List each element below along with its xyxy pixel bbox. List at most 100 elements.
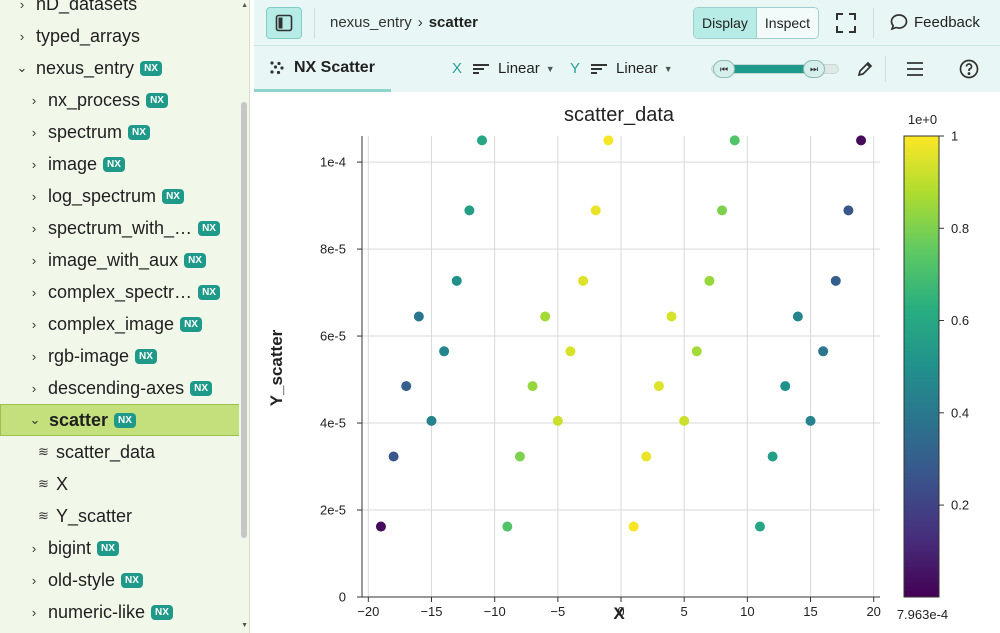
tree-item[interactable]: ⌄ nexus_entry NX <box>0 52 240 84</box>
tree-item[interactable]: › descending-axes NX <box>0 372 240 404</box>
tree-item[interactable]: › image_with_aux NX <box>0 244 240 276</box>
tree-item-label: numeric-like <box>48 601 146 622</box>
tab-nx-scatter[interactable]: NX Scatter <box>254 46 391 92</box>
chevron-right-icon[interactable]: › <box>31 156 37 172</box>
scroll-up-icon[interactable]: ▲ <box>241 2 248 9</box>
menu-button[interactable] <box>905 59 925 79</box>
plot-area: scatter_data −20 −15 −10 −5 0 5 10 15 20 0 2e-5 4e-… <box>254 92 1000 633</box>
breadcrumb-current: scatter <box>428 14 478 31</box>
chevron-right-icon[interactable]: › <box>31 572 37 588</box>
nx-badge: NX <box>162 188 184 204</box>
sidebar-scrollbar[interactable]: ▲ ▼ <box>239 0 249 633</box>
chevron-right-icon[interactable]: › <box>31 604 37 620</box>
scatter-point <box>578 275 589 286</box>
tree-item-label: rgb-image <box>48 345 130 366</box>
chevron-down-icon[interactable]: ⌄ <box>16 60 28 75</box>
nx-badge: NX <box>140 60 162 76</box>
display-button[interactable]: Display <box>694 8 756 38</box>
chevron-down-icon[interactable]: ⌄ <box>29 412 41 427</box>
x-axis-title: X <box>613 604 625 623</box>
scatter-point <box>691 346 702 357</box>
scatter-point <box>565 346 576 357</box>
tree-item-label: complex_image <box>48 313 175 334</box>
chevron-right-icon[interactable]: › <box>31 316 37 332</box>
breadcrumb-separator: › <box>417 14 423 31</box>
tree-item-label: typed_arrays <box>36 25 141 46</box>
chevron-right-icon[interactable]: › <box>31 540 37 556</box>
inspect-button[interactable]: Inspect <box>755 8 819 38</box>
x-tick-label: 20 <box>866 604 880 619</box>
chevron-right-icon[interactable]: › <box>19 0 25 12</box>
scatter-point <box>792 311 803 322</box>
tree-item[interactable]: › spectrum_with_… NX <box>0 212 240 244</box>
y-tick-label: 6e-5 <box>320 329 346 344</box>
nx-badge: NX <box>198 284 220 300</box>
chevron-right-icon[interactable]: › <box>19 28 25 44</box>
tree-item[interactable]: › nx_process NX <box>0 84 240 116</box>
sidebar-toggle-button[interactable] <box>266 7 302 39</box>
colorbar: 1e+0 0.2 0.4 0.6 0.8 1 7.963e-4 <box>897 112 969 622</box>
tree-item[interactable]: › old-style NX <box>0 564 240 596</box>
color-range-slider[interactable]: ⏮ ⏭ <box>711 60 839 78</box>
scatter-point <box>388 451 399 462</box>
nx-badge: NX <box>184 252 206 268</box>
tree-item[interactable]: › rgb-image NX <box>0 340 240 372</box>
x-tick-label: −5 <box>550 604 565 619</box>
tab-label: NX Scatter <box>294 58 375 76</box>
nx-badge: NX <box>103 156 125 172</box>
tree-item[interactable]: › complex_image NX <box>0 308 240 340</box>
sort-icon <box>591 63 608 74</box>
y-axis-title: Y_scatter <box>267 329 286 406</box>
axes: −20 −15 −10 −5 0 5 10 15 20 0 2e-5 4e-5 6e-5 8e-5 1e-4 <box>320 136 881 619</box>
chevron-right-icon[interactable]: › <box>31 348 37 364</box>
chevron-right-icon[interactable]: › <box>31 284 37 300</box>
tree-item[interactable]: › image NX <box>0 148 240 180</box>
scatter-point <box>439 346 450 357</box>
chevron-right-icon[interactable]: › <box>31 220 37 236</box>
x-tick-label: −10 <box>484 604 506 619</box>
tree-item[interactable]: ≋ scatter_data <box>0 436 240 468</box>
chevron-right-icon[interactable]: › <box>31 188 37 204</box>
slider-min-handle[interactable]: ⏮ <box>713 60 735 78</box>
tree-item[interactable]: › typed_arrays <box>0 20 240 52</box>
x-tick-label: 10 <box>740 604 754 619</box>
feedback-button[interactable]: Feedback <box>890 13 980 31</box>
y-scale-selector[interactable]: Y Linear ▼ <box>570 60 673 77</box>
tree-item[interactable]: ⌄ scatter NX <box>0 404 240 436</box>
tree-item[interactable]: ≋ Y_scatter <box>0 500 240 532</box>
chevron-right-icon[interactable]: › <box>31 252 37 268</box>
tree-item[interactable]: ≋ X <box>0 468 240 500</box>
slider-max-handle[interactable]: ⏭ <box>803 60 825 78</box>
tree-item[interactable]: › complex_spectr… NX <box>0 276 240 308</box>
tree-item[interactable]: › spectrum NX <box>0 116 240 148</box>
data-points <box>375 135 867 532</box>
x-scale-selector[interactable]: X Linear ▼ <box>452 60 555 77</box>
tree-item-label: scatter_data <box>56 441 156 462</box>
chevron-right-icon[interactable]: › <box>31 124 37 140</box>
y-axis-label: Y <box>570 60 581 77</box>
tree-item[interactable]: › numeric-like NX <box>0 596 240 628</box>
tree-item[interactable]: › bigint NX <box>0 532 240 564</box>
colorbar-tick-label: 0.6 <box>951 313 969 328</box>
chevron-right-icon[interactable]: › <box>31 92 37 108</box>
feedback-label: Feedback <box>914 13 980 31</box>
chat-bubble-icon <box>890 14 908 31</box>
tree-item[interactable]: › log_spectrum NX <box>0 180 240 212</box>
tree-item-label: image_with_aux <box>48 249 179 270</box>
scatter-chart[interactable]: scatter_data −20 −15 −10 −5 0 5 10 15 20 0 2e-5 4e-… <box>254 92 1000 633</box>
help-button[interactable] <box>959 59 979 79</box>
scatter-point <box>843 205 854 216</box>
breadcrumb-parent[interactable]: nexus_entry <box>330 14 412 31</box>
chevron-right-icon[interactable]: › <box>31 380 37 396</box>
scatter-point <box>754 521 765 532</box>
fullscreen-button[interactable] <box>835 12 857 34</box>
chevron-down-icon: ▼ <box>663 63 673 74</box>
nx-badge: NX <box>128 124 150 140</box>
scrollbar-thumb[interactable] <box>241 102 247 538</box>
scroll-down-icon[interactable]: ▼ <box>241 622 248 629</box>
scatter-point <box>628 521 639 532</box>
edit-button[interactable] <box>855 59 875 79</box>
scatter-point <box>590 205 601 216</box>
tree-item[interactable]: › nD_datasets <box>0 0 240 20</box>
